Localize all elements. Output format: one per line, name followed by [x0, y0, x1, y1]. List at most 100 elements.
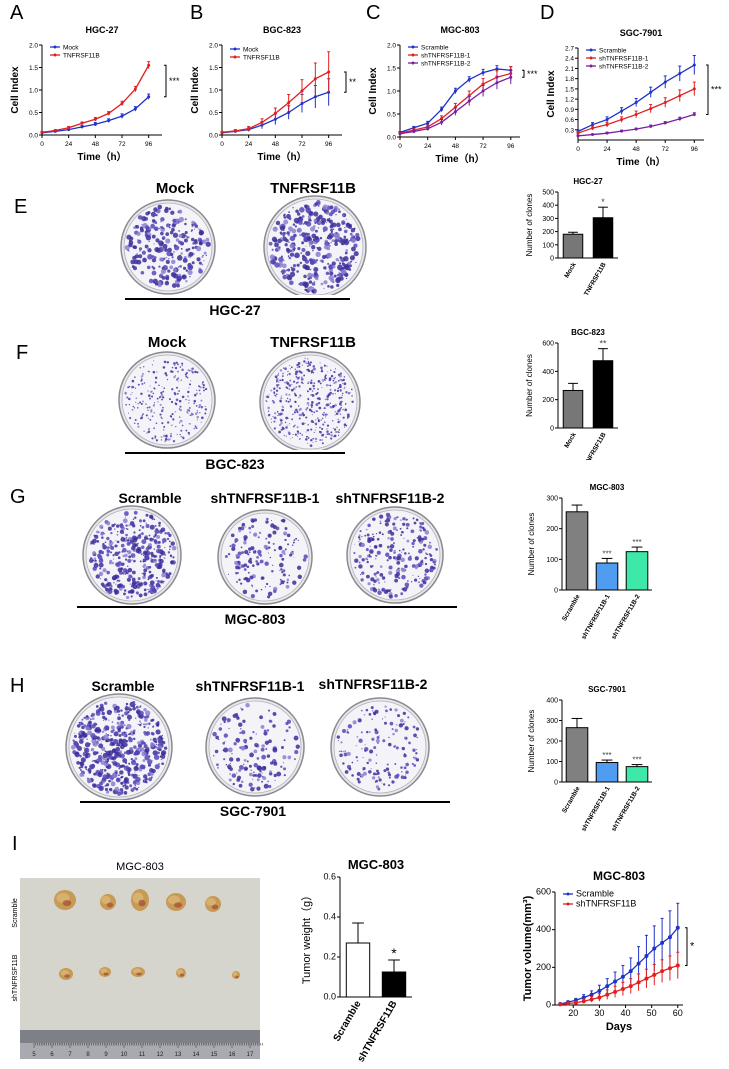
colony — [180, 379, 182, 381]
colony — [324, 245, 329, 250]
colony — [137, 577, 141, 581]
colony — [127, 773, 131, 777]
colony — [136, 259, 142, 265]
colony — [200, 405, 204, 409]
colony — [76, 724, 81, 728]
colony — [254, 742, 259, 748]
colony — [276, 410, 279, 413]
colony — [134, 704, 136, 706]
data-point — [576, 131, 580, 135]
colony — [150, 211, 156, 217]
x-tick-label: 48 — [452, 143, 460, 150]
colony — [174, 411, 177, 413]
colony — [151, 258, 157, 263]
colony — [298, 220, 303, 225]
colony — [105, 733, 107, 735]
data-point — [467, 99, 471, 103]
colony — [358, 534, 361, 537]
colony — [395, 724, 398, 726]
colony — [293, 539, 296, 542]
colony — [296, 410, 299, 414]
colony — [152, 370, 156, 374]
colony — [356, 759, 359, 762]
colony — [120, 567, 124, 571]
colony — [227, 747, 233, 753]
colony — [289, 553, 293, 557]
colony — [198, 268, 203, 274]
colony — [282, 234, 285, 237]
colony — [177, 392, 179, 395]
colony — [326, 398, 329, 401]
colony — [389, 548, 393, 552]
colony — [290, 388, 294, 392]
y-tick-label: 400 — [546, 698, 558, 705]
x-tick-label: 48 — [272, 141, 280, 148]
colony — [360, 731, 363, 734]
colony — [366, 533, 370, 537]
plate-sh2-g — [346, 506, 444, 604]
colony — [154, 524, 157, 527]
colony — [273, 712, 277, 716]
colony — [277, 384, 280, 386]
data-point — [273, 111, 277, 115]
colony — [361, 709, 363, 712]
colony — [296, 227, 302, 233]
colony — [362, 757, 364, 759]
colony — [342, 762, 345, 765]
colony — [143, 731, 147, 735]
colony — [107, 589, 113, 595]
colony — [143, 725, 146, 729]
colony — [133, 765, 139, 772]
colony — [79, 734, 83, 739]
colony — [142, 564, 146, 568]
colony — [152, 538, 155, 541]
colony — [141, 415, 143, 417]
colony — [339, 389, 342, 392]
colony — [303, 274, 307, 279]
colony — [317, 227, 320, 229]
y-tick-label: 0.9 — [565, 107, 574, 114]
colony — [286, 273, 288, 275]
colony — [346, 731, 349, 734]
colony — [366, 761, 369, 765]
colony — [275, 395, 277, 397]
colony — [149, 524, 155, 530]
colony — [129, 583, 132, 585]
colony — [250, 769, 253, 772]
colony — [174, 245, 180, 251]
colony — [187, 390, 190, 394]
colony — [367, 523, 371, 528]
colony — [256, 562, 260, 566]
colony — [138, 593, 143, 598]
colony — [286, 274, 293, 281]
colony — [179, 405, 182, 408]
colony — [339, 383, 342, 387]
plate-tnfrsf11b-e — [263, 195, 367, 295]
colony — [273, 416, 277, 420]
colony — [336, 426, 338, 428]
colony — [330, 437, 333, 440]
colony — [122, 784, 125, 787]
colony — [327, 371, 329, 373]
colony — [83, 747, 86, 749]
plate-mock-e — [120, 199, 216, 295]
colony — [327, 285, 330, 288]
colony — [164, 372, 167, 375]
colony — [277, 381, 280, 383]
colony — [327, 205, 329, 207]
cell-line-label-e: HGC-27 — [209, 302, 261, 318]
colony — [341, 266, 345, 270]
colony — [389, 544, 395, 549]
colony — [122, 775, 124, 777]
colony — [166, 268, 168, 270]
colony — [150, 223, 155, 229]
panel-letter-h: H — [10, 675, 25, 697]
colony — [307, 423, 309, 426]
colony — [273, 391, 276, 394]
colony — [292, 541, 295, 544]
colony — [117, 579, 121, 582]
colony — [144, 722, 148, 726]
colony — [132, 706, 136, 711]
colony — [143, 382, 146, 384]
